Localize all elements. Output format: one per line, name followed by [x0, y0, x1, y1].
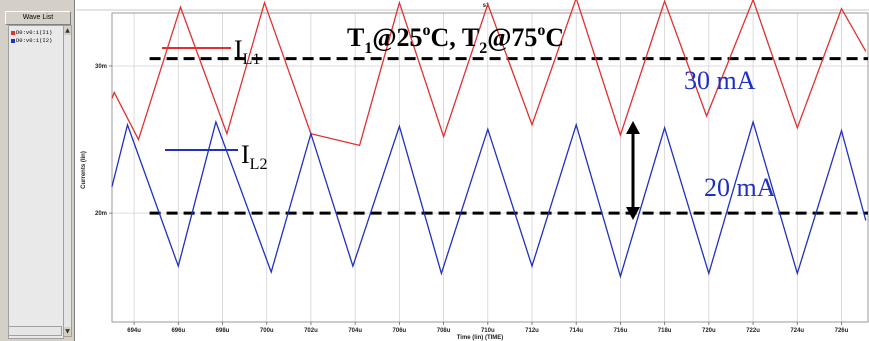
scroll-up-icon[interactable]: ▲: [64, 26, 71, 35]
chart-title-part: C, T: [431, 23, 480, 52]
x-tick-label: 708u: [437, 328, 451, 334]
plot-frame: [111, 12, 869, 323]
reference-lines: [149, 57, 868, 215]
x-tick-label: 722u: [746, 328, 760, 334]
y-tick-label: 30m: [95, 64, 107, 70]
x-tick-label: 712u: [525, 328, 539, 334]
wave-color-swatch: [11, 30, 15, 35]
wave-list-panel: Wave List D0:v0:i(I1) D0:v0:i(I2) ▲ ▼: [0, 0, 75, 341]
chart-title: T1@25oC, T2@75oC: [347, 22, 564, 57]
x-tick-label: 694u: [127, 328, 141, 334]
wave-list-item-il1[interactable]: D0:v0:i(I1): [11, 29, 52, 37]
wave-list-title[interactable]: Wave List: [5, 11, 71, 25]
wave-list-scrollbar[interactable]: ▲ ▼: [63, 25, 72, 337]
y-axis-label: Currents (lin): [81, 151, 87, 189]
x-tick-label: 700u: [260, 328, 274, 334]
il1-legend-label: IL1: [234, 35, 260, 68]
x-tick-label: 724u: [790, 328, 804, 334]
wave-list: D0:v0:i(I1) D0:v0:i(I2): [8, 25, 64, 339]
il2-legend-label: IL2: [241, 140, 267, 173]
x-axis-ticks: 694u 696u 698u 700u 702u 704u 706u 708u 710u 712u…: [127, 322, 849, 334]
chart-background: [76, 0, 869, 341]
chart-title-part: o: [423, 22, 431, 39]
lower-value-annotation: 20 mA: [704, 173, 776, 202]
x-axis-label: Time (lin) (TIME): [457, 335, 504, 341]
x-tick-label: 716u: [614, 328, 628, 334]
x-tick-label: 720u: [702, 328, 716, 334]
scroll-down-icon[interactable]: ▼: [64, 327, 71, 336]
series-line-il2: [111, 119, 867, 279]
double-arrow-icon: [626, 121, 640, 220]
x-tick-label: 698u: [216, 328, 230, 334]
wave-list-hscrollbar[interactable]: [8, 326, 62, 336]
chart-title-part: @75: [487, 23, 537, 52]
chart-title-text: T1@25oC, T2@75oC: [347, 22, 564, 57]
x-tick-label: 718u: [658, 328, 672, 334]
x-tick-label: 706u: [393, 328, 407, 334]
wave-color-swatch: [11, 38, 15, 43]
x-tick-label: 710u: [481, 328, 495, 334]
series-line-il1: [111, 0, 867, 147]
waveform-chart: s1 694u 696u 698u 700u 702u 704u 706u 708u 710u 7…: [76, 0, 869, 341]
x-tick-label: 726u: [835, 328, 849, 334]
chart-title-part: T: [347, 23, 364, 52]
x-tick-label: 714u: [569, 328, 583, 334]
chart-title-part: 1: [364, 40, 372, 57]
x-tick-label: 704u: [348, 328, 362, 334]
chart-title-part: @25: [372, 23, 422, 52]
wave-list-label: D0:v0:i(I1): [16, 29, 53, 36]
x-tick-label: 696u: [171, 328, 185, 334]
chart-title-part: o: [537, 22, 545, 39]
window-title: s1: [483, 3, 490, 9]
chart-title-part: 2: [479, 40, 487, 57]
wave-list-label: D0:v0:i(I2): [16, 37, 53, 44]
y-tick-label: 20m: [95, 211, 107, 217]
y-axis-ticks: 30m 20m: [95, 64, 112, 217]
chart-title-part: C: [545, 23, 564, 52]
wave-list-item-il2[interactable]: D0:v0:i(I2): [11, 37, 52, 45]
series-group: [111, 0, 867, 279]
upper-value-annotation: 30 mA: [684, 66, 756, 95]
x-tick-label: 702u: [304, 328, 318, 334]
